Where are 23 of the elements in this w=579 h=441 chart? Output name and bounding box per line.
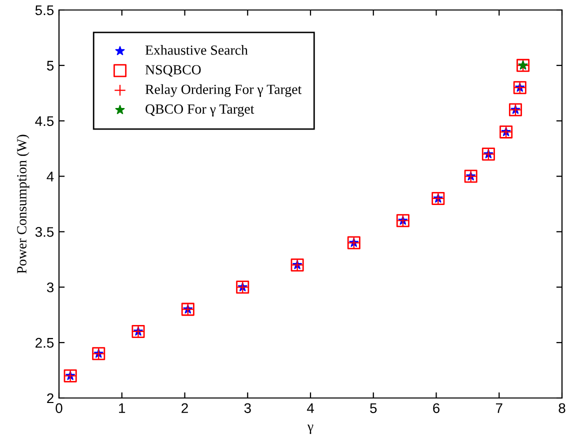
x-axis-title: γ: [307, 424, 314, 434]
x-tick-label: 4: [306, 403, 314, 413]
x-tick-label: 1: [119, 403, 126, 413]
legend-label: Relay Ordering For γ Target: [145, 84, 302, 97]
x-tick-label: 3: [244, 403, 251, 414]
x-tick-label: 0: [56, 403, 62, 414]
y-tick-label: 2.5: [36, 338, 54, 348]
y-tick-label: 4.5: [35, 116, 54, 126]
y-axis-title: Power Consumption (W): [16, 134, 30, 274]
legend-label: Exhaustive Search: [145, 45, 248, 55]
x-tick-label: 6: [433, 403, 440, 414]
y-tick-label: 4: [46, 172, 54, 182]
y-tick-label: 5.5: [35, 5, 54, 16]
x-tick-label: 2: [182, 403, 188, 413]
legend-label: NSQBCO: [145, 65, 201, 77]
x-tick-label: 8: [558, 403, 566, 414]
x-tick-label: 7: [496, 403, 502, 413]
y-tick-label: 3.5: [35, 227, 54, 237]
x-tick-label: 5: [370, 403, 377, 414]
legend-label: QBCO For γ Target: [146, 104, 254, 117]
y-tick-label: 2: [47, 393, 54, 404]
y-tick-label: 5: [46, 60, 54, 71]
y-tick-label: 3: [46, 282, 54, 292]
